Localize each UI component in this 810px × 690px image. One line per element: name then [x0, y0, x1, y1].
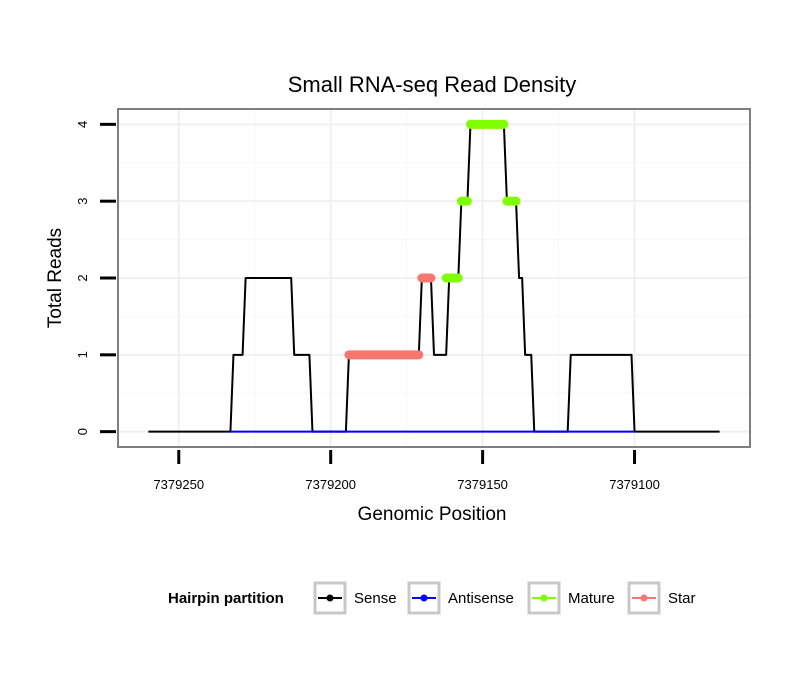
y-tick-label: 2	[75, 274, 90, 281]
y-axis: 0 1 2 3 4	[75, 121, 116, 435]
x-tick-label: 7379250	[153, 477, 204, 492]
legend-label: Mature	[568, 590, 615, 607]
y-tick-label: 3	[75, 198, 90, 205]
x-tick-label: 7379100	[609, 477, 660, 492]
y-tick-label: 1	[75, 351, 90, 358]
legend-label: Star	[668, 590, 696, 607]
legend-item-antisense: Antisense	[407, 581, 514, 615]
legend-key-dot	[640, 594, 648, 602]
legend-key-dot	[420, 594, 428, 602]
x-axis: 7379250 7379200 7379150 7379100	[153, 450, 660, 492]
legend: Hairpin partition Sense Antisense Mature St…	[168, 581, 696, 615]
legend-label: Sense	[354, 590, 397, 607]
legend-title: Hairpin partition	[168, 590, 284, 607]
chart-title: Small RNA-seq Read Density	[288, 72, 577, 97]
legend-label: Antisense	[448, 590, 514, 607]
x-tick-label: 7379200	[305, 477, 356, 492]
y-tick-label: 0	[75, 428, 90, 435]
legend-item-sense: Sense	[313, 581, 397, 615]
y-tick-label: 4	[75, 121, 90, 128]
series-layer	[148, 119, 720, 433]
x-axis-title: Genomic Position	[358, 504, 507, 525]
legend-key-dot	[326, 594, 334, 602]
legend-item-mature: Mature	[527, 581, 615, 615]
legend-key-dot	[540, 594, 548, 602]
y-axis-title: Total Reads	[45, 228, 66, 328]
legend-item-star: Star	[627, 581, 696, 615]
plot-border	[117, 108, 751, 448]
x-tick-label: 7379150	[457, 477, 508, 492]
